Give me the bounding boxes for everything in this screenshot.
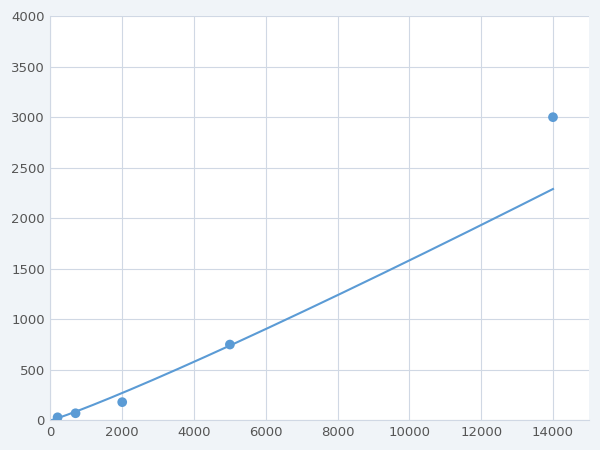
- Point: [118, 399, 127, 406]
- Point: [548, 113, 558, 121]
- Point: [71, 410, 80, 417]
- Point: [53, 414, 62, 421]
- Point: [225, 341, 235, 348]
